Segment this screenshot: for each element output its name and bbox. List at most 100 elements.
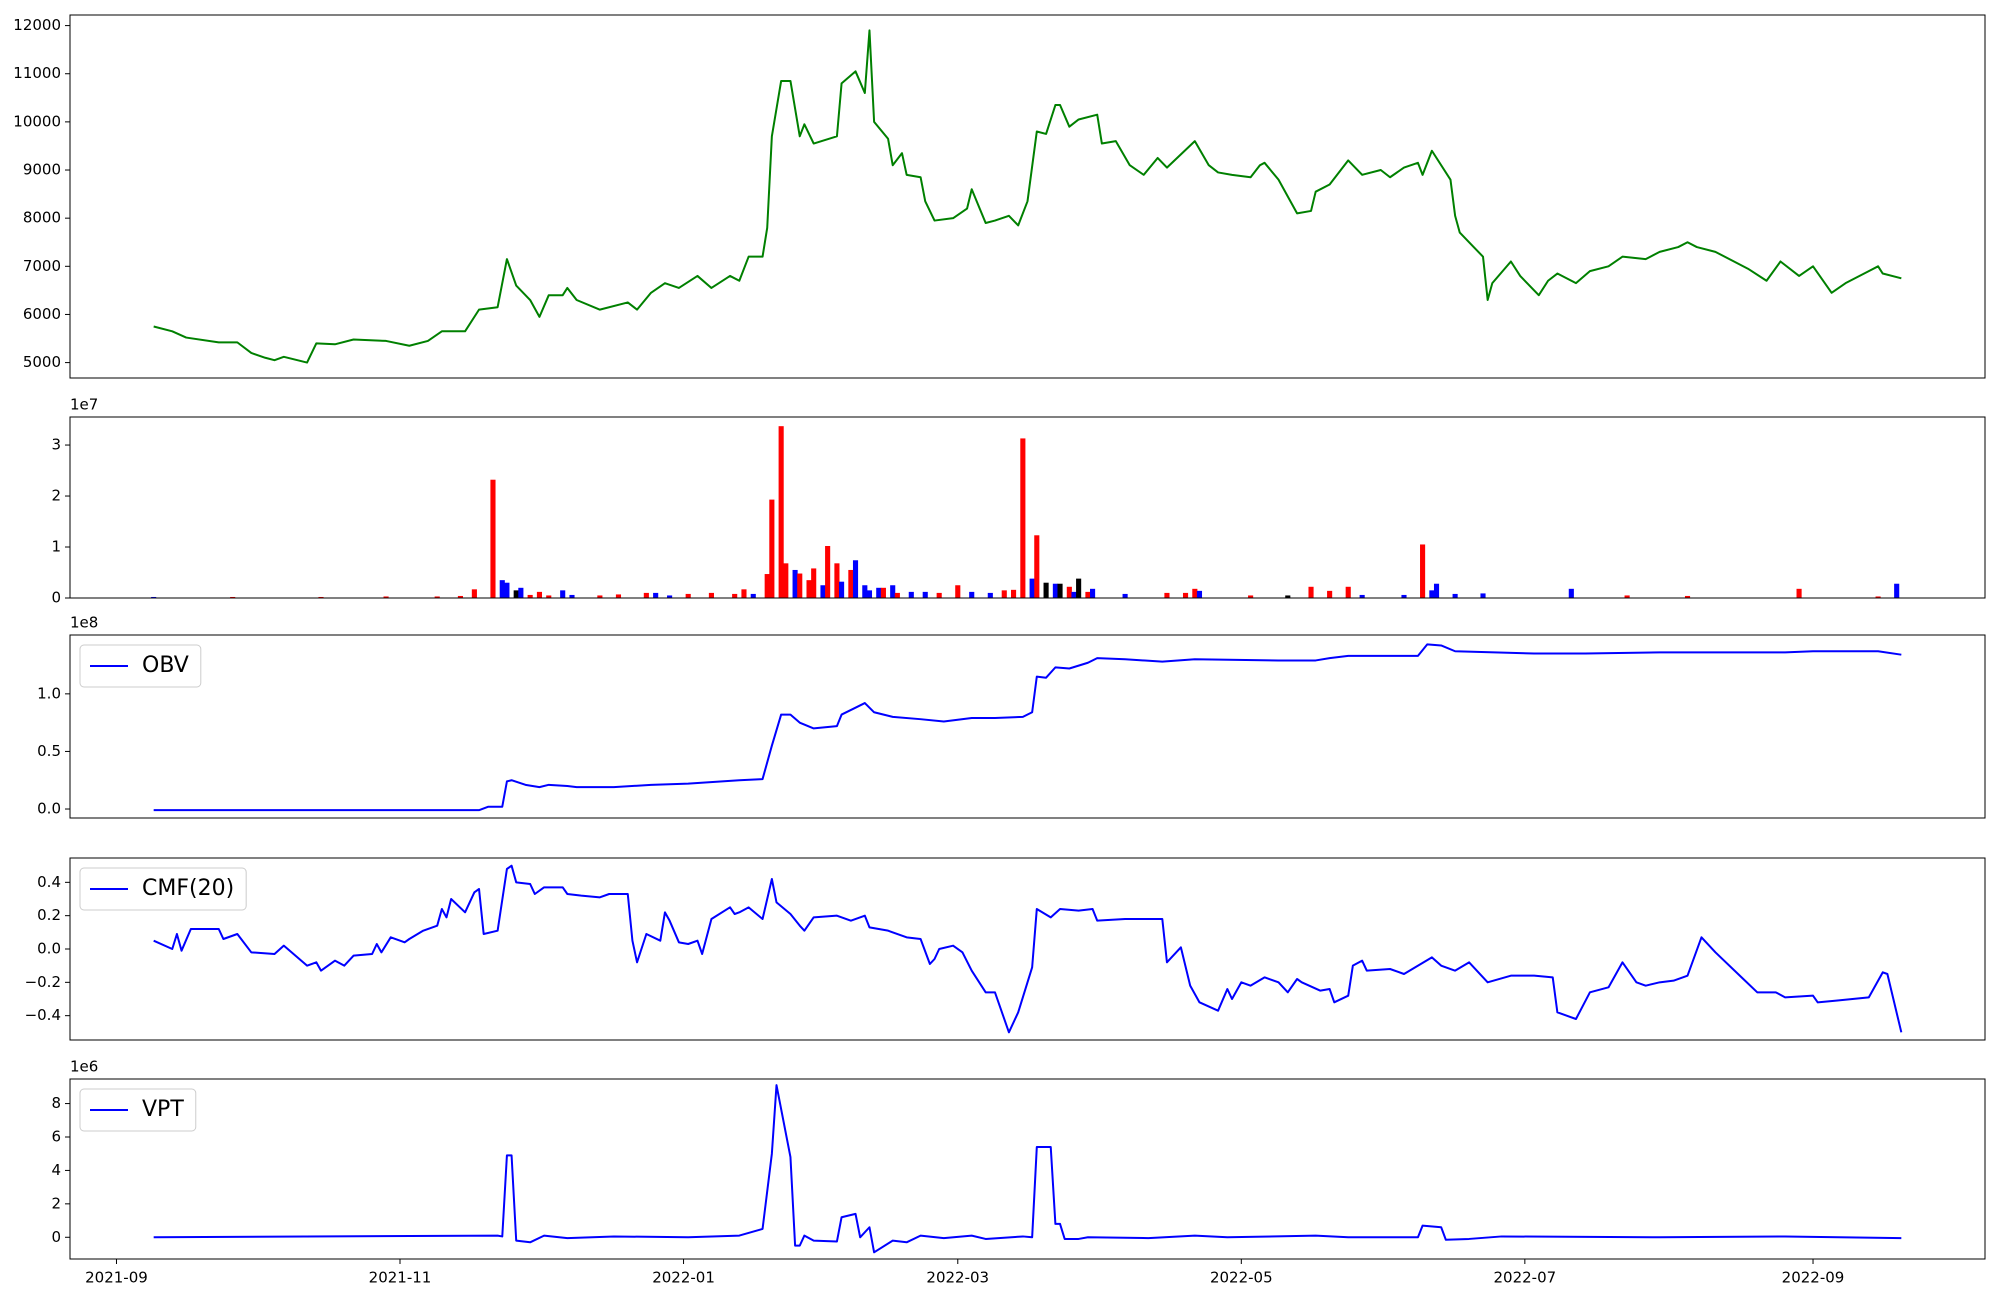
axis-offset-label: 1e7 [70, 396, 98, 414]
bar [880, 587, 886, 598]
bar [876, 587, 882, 598]
bar [750, 593, 756, 598]
line [153, 29, 1902, 364]
bar [1308, 586, 1314, 598]
bar [518, 587, 524, 598]
bar [499, 580, 505, 598]
y-tick-label: 8000 [23, 209, 61, 227]
bar [1624, 595, 1630, 598]
axes-frame [69, 14, 1986, 379]
line [153, 864, 1903, 1034]
bar [1010, 589, 1017, 598]
bar [811, 568, 817, 598]
bar [741, 589, 747, 598]
bar [1029, 578, 1035, 598]
x-tick-label: 2022-05 [1210, 1269, 1273, 1287]
bar [1052, 583, 1058, 598]
bar [862, 585, 868, 598]
y-tick-label: 11000 [13, 64, 61, 82]
bar [922, 591, 928, 598]
bar [834, 563, 840, 598]
y-tick-label: −0.2 [25, 973, 61, 991]
bar [490, 479, 496, 598]
bar [1085, 591, 1091, 598]
bar [457, 595, 463, 598]
bar [839, 581, 845, 598]
y-tick-label: 0 [51, 589, 61, 607]
x-tick-label: 2022-07 [1493, 1269, 1556, 1287]
y-tick-label: 2 [51, 1194, 61, 1212]
y-tick-label: 2 [51, 487, 61, 505]
axis-offset-label: 1e8 [70, 614, 98, 632]
bar [1684, 595, 1691, 598]
bar [866, 590, 873, 598]
bar [527, 594, 533, 598]
bar [504, 582, 510, 598]
bar [1480, 593, 1486, 598]
legend-box [79, 1088, 197, 1132]
bar [1433, 583, 1440, 598]
bar [1875, 596, 1881, 598]
y-tick-label: 5000 [23, 353, 61, 371]
legend-label: VPT [142, 1097, 184, 1122]
bar [1248, 595, 1254, 598]
bar [848, 569, 854, 598]
bar [1001, 590, 1007, 598]
bar [1420, 544, 1426, 598]
bar [1034, 535, 1040, 598]
bar [1076, 578, 1082, 598]
bar [230, 596, 236, 598]
bar [1452, 593, 1458, 598]
y-tick-label: −0.4 [25, 1006, 61, 1024]
bar [1894, 583, 1900, 598]
bar [434, 596, 440, 598]
bar [643, 592, 649, 598]
bar [1327, 590, 1333, 598]
bar [560, 590, 566, 598]
bar [513, 590, 519, 598]
bar [597, 595, 603, 598]
y-tick-label: 3 [51, 436, 61, 454]
y-tick-label: 0 [51, 1228, 61, 1246]
bar [546, 595, 552, 598]
axes-frame [69, 857, 1986, 1041]
bar [890, 585, 896, 598]
axes-frame [69, 634, 1986, 819]
x-tick-label: 2022-01 [652, 1269, 715, 1287]
axis-offset-label: 1e6 [70, 1058, 98, 1076]
bar [806, 580, 812, 598]
bar [936, 592, 942, 598]
line [153, 643, 1902, 812]
bar [764, 574, 770, 598]
y-tick-label: 0.0 [37, 940, 61, 958]
legend-label: CMF(20) [142, 876, 234, 901]
bar [1020, 438, 1026, 598]
bar [1090, 588, 1096, 598]
y-tick-label: 10000 [13, 112, 61, 130]
legend-label: OBV [142, 653, 189, 678]
bar [1196, 590, 1203, 598]
bar [1285, 595, 1291, 598]
bar [471, 589, 477, 598]
bar [1401, 594, 1407, 598]
bar [1066, 586, 1072, 598]
y-tick-label: 0.2 [37, 906, 61, 924]
bar [1345, 586, 1351, 598]
bar [987, 592, 993, 598]
y-tick-label: 6 [51, 1127, 61, 1145]
bar [615, 594, 622, 598]
y-tick-label: 9000 [23, 161, 61, 179]
bar [1359, 594, 1365, 598]
bar [1192, 588, 1198, 598]
bar [1429, 590, 1435, 598]
y-tick-label: 0.0 [37, 800, 61, 818]
bar [1057, 583, 1063, 598]
bar [820, 585, 826, 598]
bar [825, 545, 831, 598]
y-tick-label: 1.0 [37, 684, 61, 702]
legend-box [79, 644, 202, 688]
bar [685, 593, 691, 598]
bar [1568, 588, 1574, 598]
y-tick-label: 7000 [23, 257, 61, 275]
y-tick-label: 0.5 [37, 742, 61, 760]
